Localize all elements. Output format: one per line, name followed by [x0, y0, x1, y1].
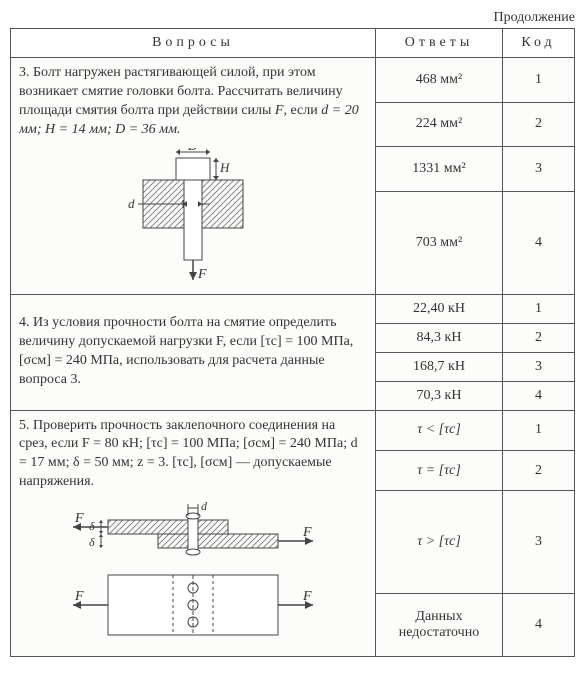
svg-text:F: F	[74, 589, 84, 604]
q3-ans-2: 224 мм²	[376, 102, 503, 147]
q4-code-3: 3	[503, 352, 575, 381]
q5-ans-1: τ < [τc]	[376, 410, 503, 450]
q5-code-4: 4	[503, 594, 575, 657]
q3-code-3: 3	[503, 147, 575, 192]
questions-table: Вопросы Ответы Код 3. Болт нагружен раст…	[10, 28, 575, 657]
header-questions: Вопросы	[11, 29, 376, 58]
svg-text:δ: δ	[89, 519, 95, 533]
q4-ans-4: 70,3 кН	[376, 381, 503, 410]
q5-code-2: 2	[503, 450, 575, 490]
q3-code-2: 2	[503, 102, 575, 147]
svg-text:d: d	[201, 500, 208, 513]
q4-code-1: 1	[503, 294, 575, 323]
q3-text2: , если	[283, 103, 321, 118]
header-code: Код	[503, 29, 575, 58]
q4-ans-3: 168,7 кН	[376, 352, 503, 381]
svg-text:F: F	[197, 267, 207, 282]
q4-code-4: 4	[503, 381, 575, 410]
svg-text:F: F	[302, 589, 312, 604]
q3-h: H = 14 мм;	[45, 122, 115, 137]
q3-D: D = 36 мм.	[115, 122, 180, 137]
q5-ans-4: Данных недостаточно	[376, 594, 503, 657]
q3-ans-4: 703 мм²	[376, 191, 503, 294]
q3-code-1: 1	[503, 58, 575, 103]
q3-cell: 3. Болт нагружен растягивающей силой, пр…	[11, 58, 376, 295]
q4-cell: 4. Из условия прочности болта на смятие …	[11, 294, 376, 410]
q3-code-4: 4	[503, 191, 575, 294]
svg-text:F: F	[74, 511, 84, 526]
q4-code-2: 2	[503, 323, 575, 352]
svg-text:d: d	[128, 196, 135, 211]
q5-ans-2: τ = [τc]	[376, 450, 503, 490]
q4-ans-1: 22,40 кН	[376, 294, 503, 323]
q4-ans-2: 84,3 кН	[376, 323, 503, 352]
header-answers: Ответы	[376, 29, 503, 58]
q5-text: 5. Проверить прочность заклепочного соед…	[19, 418, 358, 490]
svg-text:H: H	[219, 160, 230, 175]
q5-code-3: 3	[503, 491, 575, 594]
svg-text:D: D	[187, 148, 198, 153]
q3-diagram: D H d F	[19, 148, 367, 288]
continuation-label: Продолжение	[10, 10, 575, 26]
svg-text:δ: δ	[89, 535, 95, 549]
q3-ans-3: 1331 мм²	[376, 147, 503, 192]
svg-text:F: F	[302, 525, 312, 540]
q5-diagram: d δ δ F F	[19, 500, 367, 650]
q3-ans-1: 468 мм²	[376, 58, 503, 103]
q5-ans-3: τ > [τc]	[376, 491, 503, 594]
q5-code-1: 1	[503, 410, 575, 450]
q5-cell: 5. Проверить прочность заклепочного соед…	[11, 410, 376, 657]
